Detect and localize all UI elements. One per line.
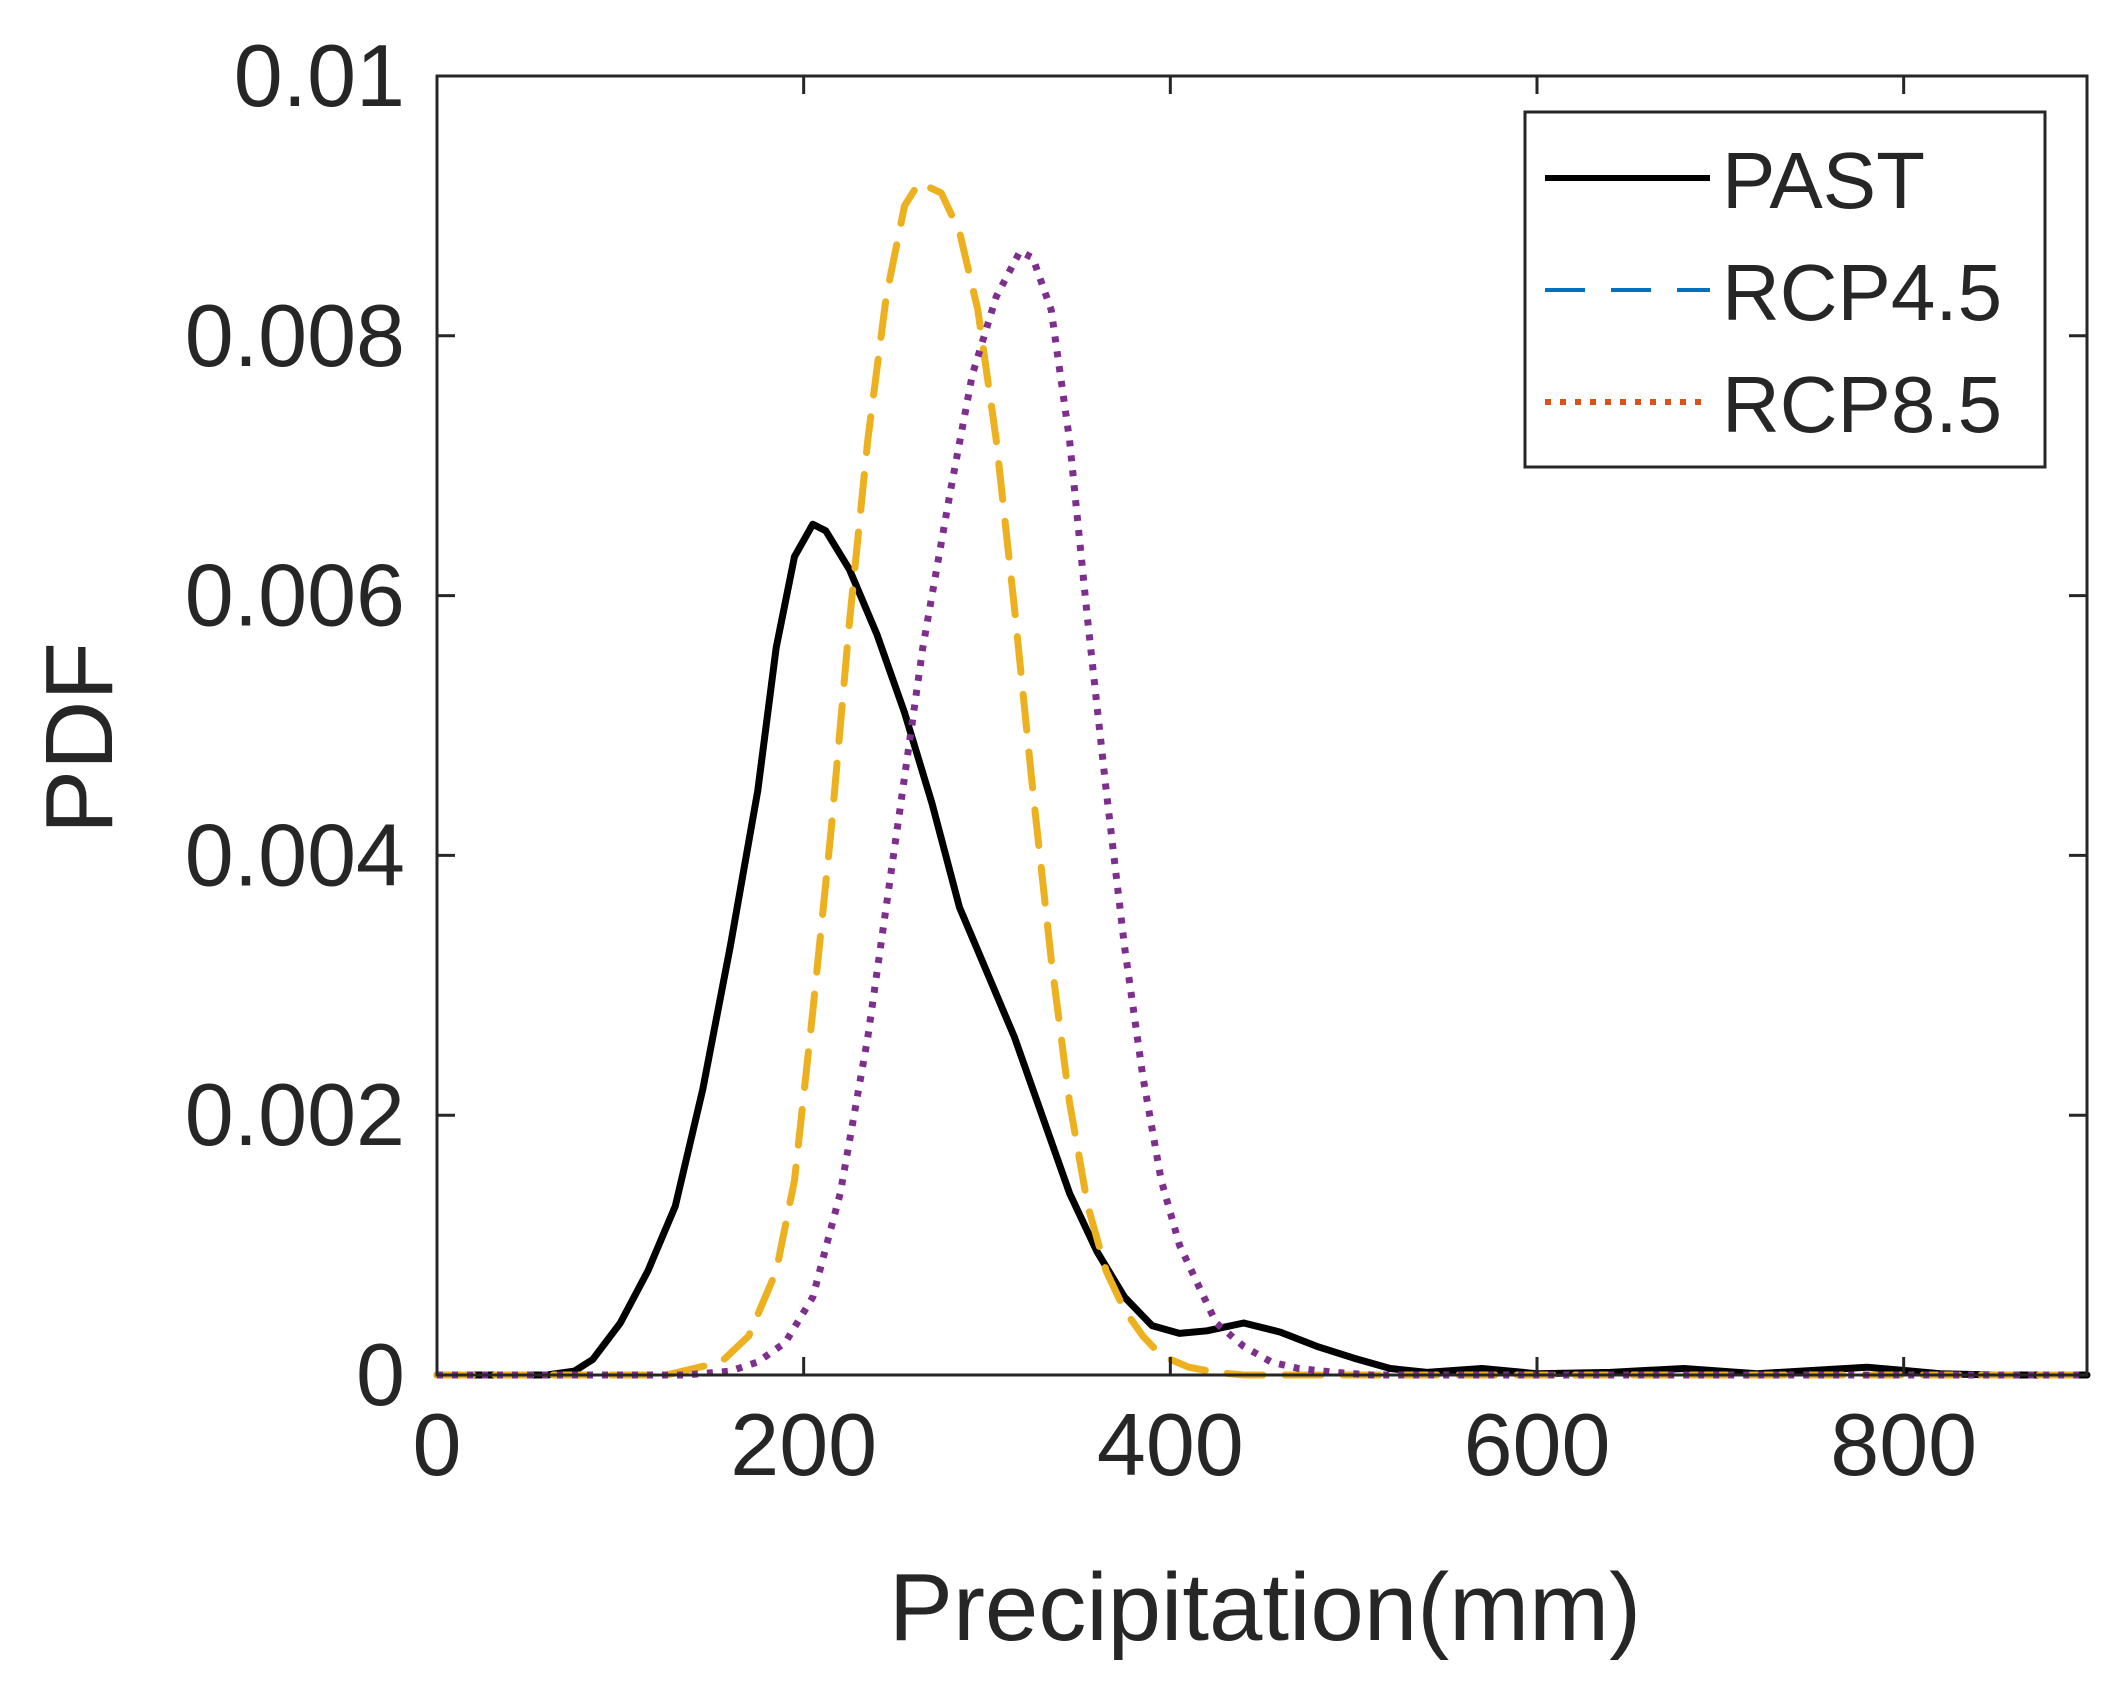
y-tick-label: 0.002 [185,1065,405,1164]
x-tick-label: 600 [1464,1395,1611,1494]
x-tick-label: 0 [413,1395,462,1494]
x-tick-label: 400 [1097,1395,1244,1494]
x-tick-label: 200 [730,1395,877,1494]
y-tick-label: 0.006 [185,546,405,645]
ticks-layer: 0 200 400 600 800 0 0.002 0.004 0.006 0.008 0.01 [185,26,2087,1494]
legend-label-past: PAST [1722,136,1925,225]
legend-label-rcp45: RCP4.5 [1722,248,2002,337]
x-axis-label: Precipitation(mm) [889,1554,1641,1661]
y-tick-label: 0.01 [234,26,405,125]
series-line-rcp85 [437,247,2087,1379]
legend: PAST RCP4.5 RCP8.5 [1523,110,2047,469]
x-tick-label: 800 [1830,1395,1977,1494]
y-tick-label: 0.008 [185,286,405,385]
y-axis-label: PDF [26,642,133,834]
legend-label-rcp85: RCP8.5 [1722,360,2002,449]
axes-layer [435,74,2089,1377]
y-tick-label: 0.004 [185,805,405,904]
y-tick-label: 0 [356,1325,405,1424]
plot-area-frame [435,74,2089,1377]
series-line-rcp45 [433,179,2091,1379]
